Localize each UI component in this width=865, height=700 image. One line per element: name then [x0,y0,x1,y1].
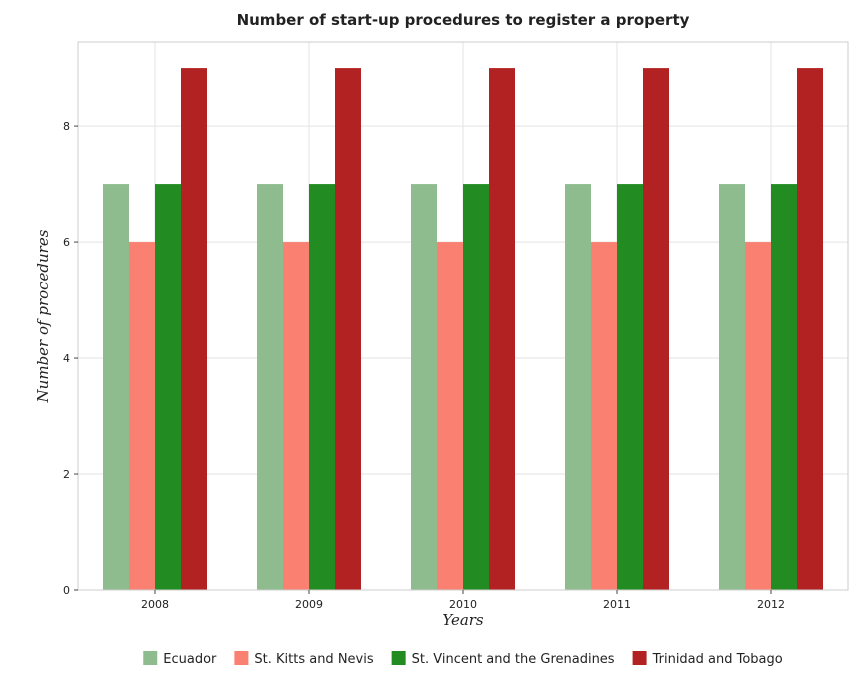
bar-trinidad-and-tobago-2011 [643,68,669,590]
bar-ecuador-2009 [257,184,283,590]
x-tick-label: 2012 [757,598,785,611]
legend-item: St. Vincent and the Grenadines [392,651,615,667]
bar-trinidad-and-tobago-2010 [489,68,515,590]
bar-st-kitts-and-nevis-2011 [591,242,617,590]
y-tick-label: 6 [63,236,70,249]
legend: Ecuador St. Kitts and Nevis St. Vincent an… [143,651,783,667]
bar-ecuador-2012 [719,184,745,590]
legend-swatch [392,651,406,665]
bar-st-kitts-and-nevis-2009 [283,242,309,590]
bar-trinidad-and-tobago-2012 [797,68,823,590]
bar-st-vincent-and-the-grenadines-2012 [771,184,797,590]
legend-swatch [234,651,248,665]
y-tick-label: 2 [63,468,70,481]
bar-ecuador-2010 [411,184,437,590]
x-axis-label: Years [442,611,484,629]
x-tick-label: 2011 [603,598,631,611]
bar-st-kitts-and-nevis-2008 [129,242,155,590]
legend-label: St. Vincent and the Grenadines [412,652,615,667]
legend-item: Trinidad and Tobago [633,651,783,667]
bar-ecuador-2008 [103,184,129,590]
legend-item: Ecuador [143,651,217,667]
legend-swatch [633,651,647,665]
y-axis-label: Number of procedures [34,229,52,403]
bar-st-vincent-and-the-grenadines-2009 [309,184,335,590]
bar-trinidad-and-tobago-2008 [181,68,207,590]
bar-trinidad-and-tobago-2009 [335,68,361,590]
chart-title: Number of start-up procedures to registe… [237,11,690,29]
bar-ecuador-2011 [565,184,591,590]
legend-item: St. Kitts and Nevis [234,651,373,667]
y-tick-label: 4 [63,352,70,365]
bar-st-kitts-and-nevis-2012 [745,242,771,590]
x-tick-label: 2010 [449,598,477,611]
legend-swatch [143,651,157,665]
bar-st-vincent-and-the-grenadines-2010 [463,184,489,590]
legend-label: Ecuador [163,652,217,667]
x-tick-label: 2008 [141,598,169,611]
legend-label: St. Kitts and Nevis [254,652,373,667]
bar-st-vincent-and-the-grenadines-2011 [617,184,643,590]
x-tick-label: 2009 [295,598,323,611]
bar-st-vincent-and-the-grenadines-2008 [155,184,181,590]
y-tick-label: 8 [63,120,70,133]
legend-label: Trinidad and Tobago [652,652,783,667]
bar-st-kitts-and-nevis-2010 [437,242,463,590]
y-tick-label: 0 [63,584,70,597]
